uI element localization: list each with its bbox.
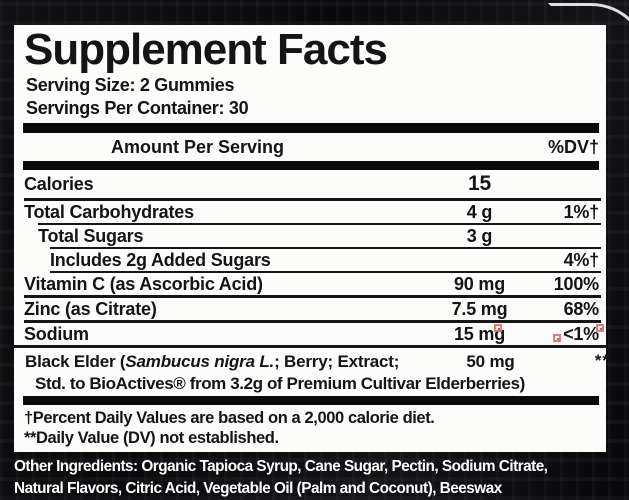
nutrient-row-vitamin-c-as-ascorbic-acid: Vitamin C (as Ascorbic Acid) 90 mg 100% bbox=[14, 273, 606, 295]
black-elder-name-suffix: ; Berry; Extract; bbox=[274, 352, 400, 371]
watermark-artifact-icon bbox=[553, 334, 561, 342]
row-divider bbox=[38, 223, 601, 225]
nutrient-row-total-sugars: Total Sugars 3 g bbox=[14, 225, 606, 247]
thick-rule-header bbox=[23, 161, 599, 170]
footnote-dv-not-established: **Daily Value (DV) not established. bbox=[24, 428, 279, 447]
nutrient-name: Includes 2g Added Sugars bbox=[50, 249, 271, 270]
black-elder-dv: ** bbox=[594, 351, 610, 370]
nutrient-amount: 4 g bbox=[466, 201, 493, 222]
nutrient-row-total-carbohydrates: Total Carbohydrates 4 g 1%† bbox=[14, 201, 606, 223]
black-elder-amount: 50 mg bbox=[466, 352, 515, 371]
nutrient-dv: 68% bbox=[563, 298, 600, 319]
nutrient-row-black-elder: Black Elder (Sambucus nigra L.; Berry; E… bbox=[14, 345, 609, 396]
nutrient-amount: 7.5 mg bbox=[451, 298, 508, 319]
nutrient-dv: 100% bbox=[553, 273, 599, 294]
nutrient-row-includes-2g-added-sugars: Includes 2g Added Sugars 4%† bbox=[14, 249, 606, 271]
nutrient-name: Vitamin C (as Ascorbic Acid) bbox=[24, 273, 263, 294]
row-divider bbox=[24, 198, 601, 201]
amount-per-serving-header: Amount Per Serving bbox=[111, 136, 285, 157]
servings-per-container: Servings Per Container: 30 bbox=[26, 98, 249, 118]
row-divider bbox=[24, 320, 601, 323]
black-elder-line2: Std. to BioActives® from 3.2g of Premium… bbox=[35, 374, 525, 393]
thick-rule-bottom bbox=[23, 396, 599, 405]
percent-dv-header: %DV† bbox=[547, 136, 599, 157]
nutrient-row-calories: Calories 15 bbox=[14, 170, 606, 198]
black-elder-latin-name: Sambucus nigra L. bbox=[125, 352, 275, 371]
nutrient-amount: 90 mg bbox=[453, 273, 506, 294]
row-divider bbox=[24, 295, 601, 298]
nutrient-dv: <1% bbox=[563, 323, 599, 344]
footnotes: †Percent Daily Values are based on a 2,0… bbox=[24, 409, 606, 448]
nutrient-name: Calories bbox=[24, 173, 94, 194]
nutrient-dv: 4%† bbox=[563, 249, 600, 270]
black-elder-line1: Black Elder (Sambucus nigra L.; Berry; E… bbox=[25, 351, 609, 373]
footnote-daily-values: †Percent Daily Values are based on a 2,0… bbox=[24, 409, 435, 427]
nutrient-rows: Calories 15 Total Carbohydrates 4 g 1%† Total… bbox=[14, 170, 606, 345]
nutrient-amount: 15 bbox=[468, 172, 491, 195]
panel-title: Supplement Facts bbox=[24, 25, 388, 74]
nutrient-name: Total Sugars bbox=[38, 225, 144, 246]
nutrient-name: Total Carbohydrates bbox=[24, 201, 194, 222]
nutrient-amount: 3 g bbox=[466, 225, 493, 246]
other-ingredients: Other Ingredients: Organic Tapioca Syrup… bbox=[14, 456, 602, 500]
black-elder-name-prefix: Black Elder ( bbox=[25, 352, 126, 371]
nutrient-name: Sodium bbox=[24, 323, 89, 344]
nutrient-dv: 1%† bbox=[563, 201, 600, 222]
watermark-artifact-icon bbox=[494, 324, 502, 332]
supplement-facts-panel: Supplement Facts Serving Size: 2 Gummies… bbox=[14, 25, 609, 452]
nutrient-name: Zinc (as Citrate) bbox=[24, 298, 157, 319]
label-corner-outline bbox=[548, 3, 629, 79]
nutrient-row-zinc-as-citrate: Zinc (as Citrate) 7.5 mg 68% bbox=[14, 298, 606, 320]
nutrient-row-sodium: Sodium 15 mg <1% bbox=[14, 323, 606, 345]
other-ingredients-line2: Natural Flavors, Citric Acid, Vegetable … bbox=[14, 480, 502, 497]
nutrient-amount: 15 mg bbox=[453, 323, 506, 344]
row-divider bbox=[50, 271, 601, 273]
watermark-artifact-icon bbox=[596, 324, 604, 332]
other-ingredients-line1: Other Ingredients: Organic Tapioca Syrup… bbox=[14, 458, 548, 475]
thick-rule-top bbox=[23, 123, 599, 133]
row-divider bbox=[50, 247, 601, 249]
column-header-row: Amount Per Serving %DV† bbox=[14, 133, 606, 161]
serving-size: Serving Size: 2 Gummies bbox=[26, 75, 235, 95]
